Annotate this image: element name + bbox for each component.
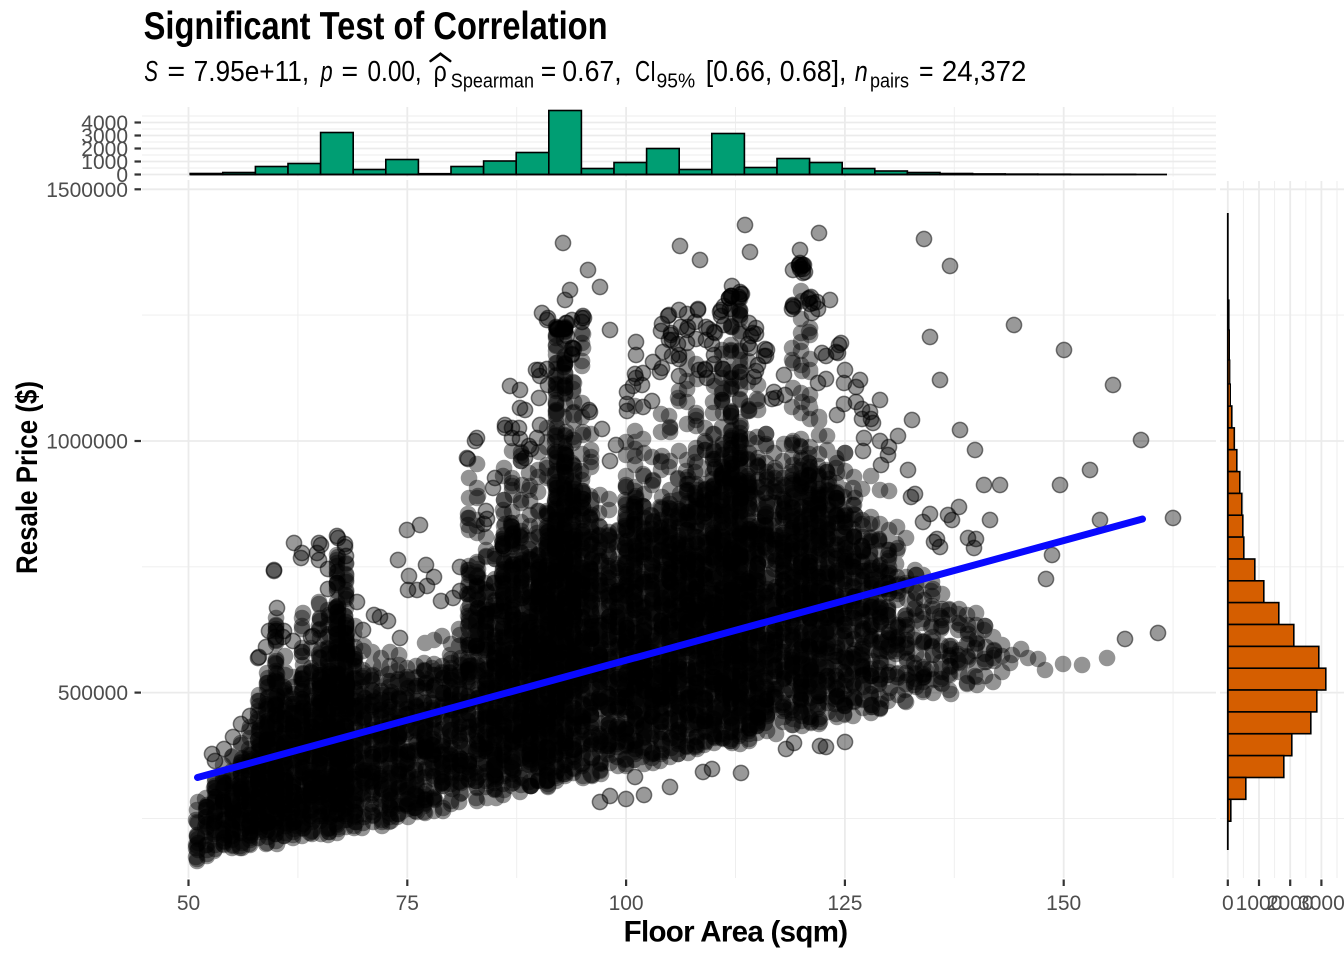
svg-text:0.67,: 0.67,	[562, 56, 621, 88]
svg-text:24,372: 24,372	[942, 56, 1027, 88]
svg-text:p: p	[320, 56, 333, 88]
svg-text:0.00,: 0.00,	[368, 56, 422, 88]
svg-text:3000: 3000	[1298, 892, 1344, 915]
svg-text:CI: CI	[635, 56, 656, 88]
svg-text:=: =	[342, 56, 359, 88]
svg-text:n: n	[855, 56, 868, 88]
svg-text:2000: 2000	[1267, 892, 1314, 915]
svg-text:1000000: 1000000	[46, 431, 128, 454]
svg-text:=: =	[541, 56, 557, 88]
svg-text:1000: 1000	[1236, 892, 1283, 915]
svg-text:=: =	[167, 56, 185, 88]
svg-text:2000: 2000	[81, 138, 128, 161]
svg-text:1000: 1000	[81, 151, 128, 174]
svg-text:1500000: 1500000	[46, 179, 128, 202]
svg-text:S: S	[144, 56, 158, 88]
svg-text:3000: 3000	[81, 125, 128, 148]
svg-text:ρ: ρ	[434, 56, 447, 88]
svg-text:50: 50	[177, 892, 200, 915]
svg-text:500000: 500000	[58, 682, 128, 705]
svg-text:4000: 4000	[81, 112, 128, 135]
svg-text:Spearman: Spearman	[451, 71, 534, 93]
svg-text:=: =	[919, 56, 934, 88]
svg-text:[0.66, 0.68],: [0.66, 0.68],	[706, 56, 847, 88]
svg-text:7.95e+11,: 7.95e+11,	[194, 56, 310, 88]
svg-text:Floor Area (sqm): Floor Area (sqm)	[624, 916, 848, 949]
svg-text:100: 100	[609, 892, 644, 915]
svg-text:95%: 95%	[657, 71, 696, 93]
svg-text:0: 0	[1222, 892, 1234, 915]
svg-text:Significant Test of Correlatio: Significant Test of Correlation	[144, 5, 608, 48]
svg-text:150: 150	[1046, 892, 1081, 915]
svg-text:0: 0	[116, 164, 128, 187]
svg-text:Resale Price ($): Resale Price ($)	[11, 381, 44, 574]
svg-text:75: 75	[396, 892, 419, 915]
svg-text:125: 125	[827, 892, 862, 915]
svg-text:pairs: pairs	[870, 71, 909, 93]
